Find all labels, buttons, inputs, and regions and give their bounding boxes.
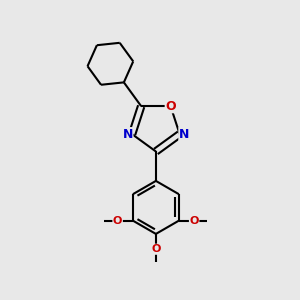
Text: O: O bbox=[151, 244, 160, 254]
Text: N: N bbox=[179, 128, 189, 141]
Text: N: N bbox=[122, 128, 133, 141]
Text: O: O bbox=[165, 100, 176, 113]
Text: O: O bbox=[190, 216, 199, 226]
Text: O: O bbox=[113, 216, 122, 226]
